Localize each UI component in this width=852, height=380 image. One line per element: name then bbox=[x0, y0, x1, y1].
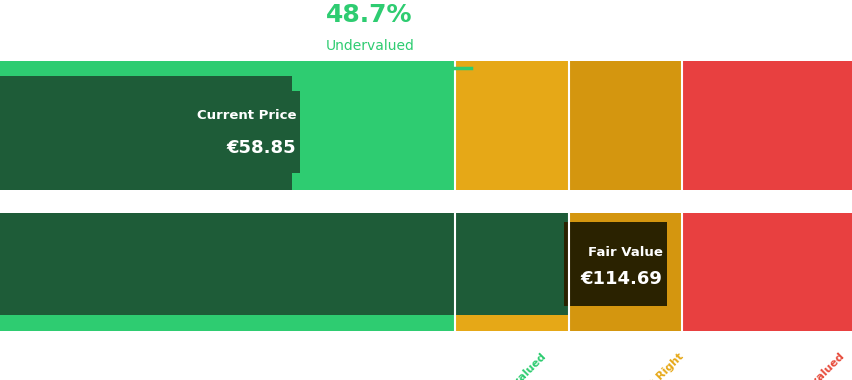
Bar bbox=[682, 76, 852, 190]
Bar bbox=[0, 91, 300, 173]
Bar bbox=[454, 213, 568, 315]
Text: 20% Undervalued: 20% Undervalued bbox=[463, 352, 548, 380]
Bar bbox=[0, 61, 454, 76]
Bar bbox=[0, 76, 291, 190]
Bar bbox=[682, 315, 852, 331]
Bar bbox=[454, 315, 568, 331]
Bar bbox=[454, 76, 568, 190]
Bar bbox=[564, 222, 666, 306]
Bar bbox=[0, 213, 454, 315]
Text: €58.85: €58.85 bbox=[226, 139, 296, 157]
Text: Current Price: Current Price bbox=[196, 109, 296, 122]
Bar bbox=[568, 76, 682, 190]
Text: 48.7%: 48.7% bbox=[325, 3, 412, 27]
Text: About Right: About Right bbox=[625, 352, 684, 380]
Bar bbox=[568, 315, 682, 331]
Bar bbox=[454, 61, 568, 76]
Bar bbox=[0, 213, 568, 315]
Bar bbox=[682, 61, 852, 76]
Text: 20% Overvalued: 20% Overvalued bbox=[767, 352, 846, 380]
Bar bbox=[0, 76, 454, 190]
Bar bbox=[0, 315, 454, 331]
Text: Undervalued: Undervalued bbox=[325, 39, 414, 52]
Text: Fair Value: Fair Value bbox=[587, 246, 662, 259]
Bar bbox=[568, 61, 682, 76]
Text: €114.69: €114.69 bbox=[580, 270, 662, 288]
Bar bbox=[568, 213, 682, 315]
Bar bbox=[682, 213, 852, 315]
